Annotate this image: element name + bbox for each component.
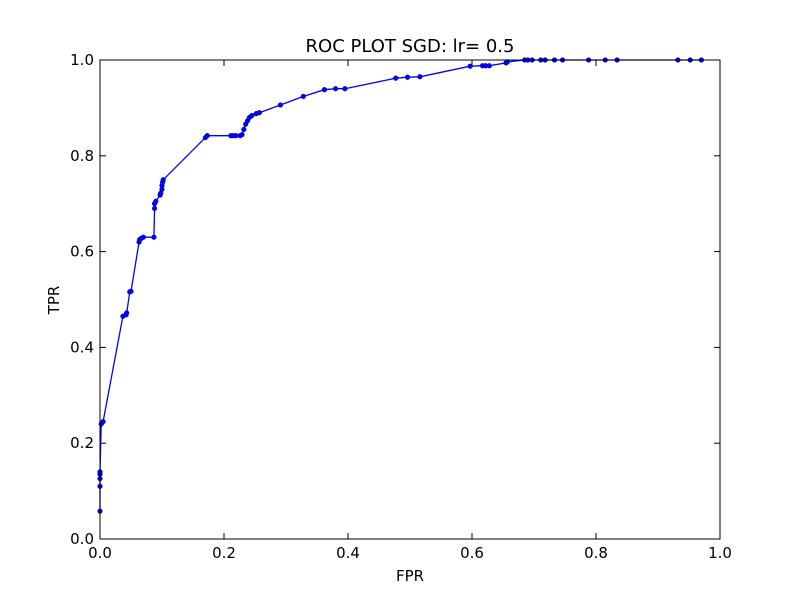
roc-point: [153, 198, 159, 204]
y-axis-label: TPR: [45, 286, 63, 316]
roc-point: [151, 205, 158, 212]
roc-point: [249, 112, 255, 119]
x-tick-label: 1.0: [708, 544, 732, 562]
roc-point: [239, 132, 245, 138]
roc-point: [277, 102, 284, 108]
roc-point: [467, 63, 473, 69]
x-tick-label: 0.0: [88, 544, 112, 562]
y-tick-label: 1.0: [70, 51, 94, 69]
y-tick-label: 0.8: [70, 147, 94, 165]
x-axis-label: FPR: [396, 567, 424, 585]
roc-point: [233, 133, 239, 139]
roc-point: [321, 87, 328, 93]
y-tick-label: 0.4: [70, 338, 94, 356]
roc-point: [241, 126, 247, 133]
y-tick-label: 0.0: [70, 530, 94, 548]
roc-point: [204, 133, 210, 139]
roc-point: [124, 310, 130, 316]
y-tick-label: 0.6: [70, 243, 94, 261]
tick-layer: 0.0 0.2 0.4 0.6 0.8 1.0 0.0 0.2 0.4 0.6 0.8 1.0: [70, 51, 732, 562]
roc-point: [333, 86, 339, 92]
roc-point: [417, 74, 423, 80]
roc-point: [404, 74, 411, 80]
roc-point: [342, 86, 348, 92]
x-tick-label: 0.4: [336, 544, 360, 562]
y-tick-label: 0.2: [70, 434, 94, 452]
roc-point: [140, 234, 147, 240]
roc-point: [256, 110, 262, 116]
roc-point: [100, 419, 106, 425]
roc-point: [128, 288, 134, 294]
chart-title: ROC PLOT SGD: lr= 0.5: [306, 36, 515, 57]
roc-point: [300, 93, 306, 100]
x-tick-label: 0.8: [584, 544, 608, 562]
roc-point: [486, 63, 492, 69]
roc-point: [151, 234, 157, 240]
roc-point: [160, 177, 166, 183]
roc-point: [393, 75, 399, 81]
x-tick-label: 0.2: [212, 544, 236, 562]
x-tick-label: 0.6: [460, 544, 484, 562]
plot-frame: [99, 59, 721, 540]
